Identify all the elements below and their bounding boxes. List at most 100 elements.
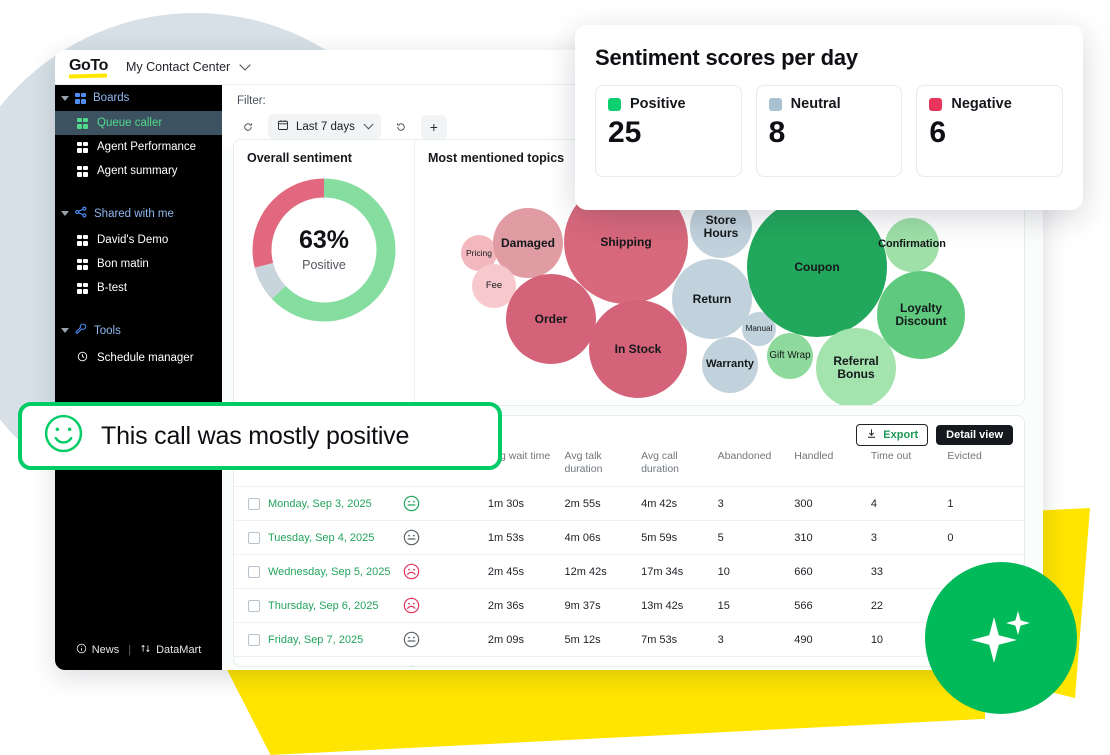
cell-ai-sentiment [403,623,488,657]
sidebar-item-agent-performance[interactable]: Agent Performance [55,135,222,159]
chevron-down-icon [61,96,69,101]
score-value: 25 [608,118,729,148]
cell-ai-sentiment [403,555,488,589]
sidebar-group-shared-with-me[interactable]: Shared with me [55,199,222,228]
score-value: 8 [769,118,890,148]
donut-percent: 63% [299,228,349,253]
row-checkbox[interactable] [248,498,260,510]
cell-abandoned: 3 [718,623,795,657]
topic-bubble[interactable]: Confirmation [885,218,939,272]
sentiment-face-icon [403,665,484,667]
cell-date: Friday, Sep 7, 2025 [234,623,403,657]
export-button[interactable]: Export [856,424,928,446]
clock-icon [77,351,88,365]
board-icon [77,118,88,129]
add-filter-button[interactable]: + [421,115,447,139]
cell-avg-talk-duration: 2m 23s [565,657,642,667]
column-header-abandoned: Abandoned [718,448,795,487]
sidebar-group-tools[interactable]: Tools [55,316,222,345]
cell-ai-sentiment [403,487,488,521]
row-checkbox[interactable] [248,566,260,578]
topic-bubble[interactable]: Loyalty Discount [877,271,965,359]
row-checkbox[interactable] [248,600,260,612]
workspace-selector[interactable]: My Contact Center [126,60,249,74]
positive-call-callout: This call was mostly positive [18,402,502,470]
topic-bubble-label: Damaged [501,237,555,250]
download-icon [866,428,877,442]
datamart-link[interactable]: DataMart [140,643,201,657]
cell-ai-sentiment [403,521,488,555]
row-checkbox[interactable] [248,634,260,646]
metrics-table: Date AI sentiment Avg wait time Avg talk… [234,448,1024,667]
table-actions: Export Detail view [856,424,1013,446]
undo-icon[interactable] [390,116,412,138]
score-box-neutral: Neutral 8 [756,85,903,177]
topic-bubble[interactable]: Order [506,274,596,364]
topic-bubble-label: Gift Wrap [769,351,810,361]
sidebar-item-bon-matin[interactable]: Bon matin [55,252,222,276]
sidebar-item-schedule-manager[interactable]: Schedule manager [55,345,222,371]
board-icon [77,259,88,270]
score-label: Positive [630,96,686,112]
sidebar-item-davids-demo[interactable]: David's Demo [55,228,222,252]
cell-date: Wednesday, Sep 5, 2025 [234,555,403,589]
row-checkbox[interactable] [248,532,260,544]
cell-handled: 310 [794,521,871,555]
topic-bubble[interactable]: Coupon [747,197,887,337]
refresh-icon[interactable] [237,116,259,138]
cell-avg-call-duration: 7m 53s [641,623,718,657]
cell-abandoned: 10 [718,555,795,589]
score-head: Positive [608,96,729,112]
cell-avg-talk-duration: 5m 12s [565,623,642,657]
sentiment-score-row: Positive 25 Neutral 8 Negative 6 [595,85,1063,177]
topic-bubble[interactable]: In Stock [589,300,687,398]
sidebar-group-boards[interactable]: Boards [55,85,222,111]
goto-logo: GoTo [69,58,108,77]
score-box-positive: Positive 25 [595,85,742,177]
sidebar-spacer [55,183,222,199]
topic-bubble[interactable]: Referral Bonus [816,328,896,406]
smiley-face-icon [43,413,84,459]
goto-logo-text: GoTo [69,57,108,74]
sidebar-item-b-test[interactable]: B-test [55,276,222,300]
ai-sparkle-badge[interactable] [925,562,1077,714]
cell-time-out: 3 [871,521,948,555]
sidebar-spacer [55,300,222,316]
cell-handled: 402 [794,657,871,667]
topic-bubble[interactable]: Return [672,259,752,339]
donut-center-label: 63% Positive [250,176,398,324]
sentiment-face-icon [403,631,484,648]
chevron-down-icon [61,211,69,216]
sidebar-item-queue-caller[interactable]: Queue caller [55,111,222,135]
sidebar-item-label: B-test [97,282,127,294]
sidebar-item-agent-summary[interactable]: Agent summary [55,159,222,183]
topic-bubble[interactable]: Warranty [702,337,758,393]
news-link[interactable]: News [76,643,120,657]
date-range-selector[interactable]: Last 7 days [268,114,381,139]
date-label: Monday, Sep 3, 2025 [268,498,372,510]
sidebar-nav: Boards Queue caller Agent Performance Ag… [55,85,222,371]
topic-bubble[interactable]: Gift Wrap [767,333,813,379]
sentiment-scores-title: Sentiment scores per day [595,25,1063,71]
cell-date: Tuesday, Sep 4, 2025 [234,521,403,555]
score-head: Neutral [769,96,890,112]
date-label: Thursday, Sep 6, 2025 [268,600,378,612]
date-label: Wednesday, Sep 5, 2025 [268,566,391,578]
date-range-label: Last 7 days [296,121,355,133]
sidebar-item-label: David's Demo [97,234,168,246]
score-head: Negative [929,96,1050,112]
topic-bubble-label: In Stock [615,343,662,356]
topic-bubble-label: Store Hours [690,214,752,239]
info-icon [76,643,87,657]
wrench-icon [75,323,87,338]
detail-view-button[interactable]: Detail view [936,425,1013,445]
topic-bubble-label: Referral Bonus [816,355,896,380]
cell-avg-wait-time: 2m 09s [488,623,565,657]
negative-color-swatch [929,98,942,111]
